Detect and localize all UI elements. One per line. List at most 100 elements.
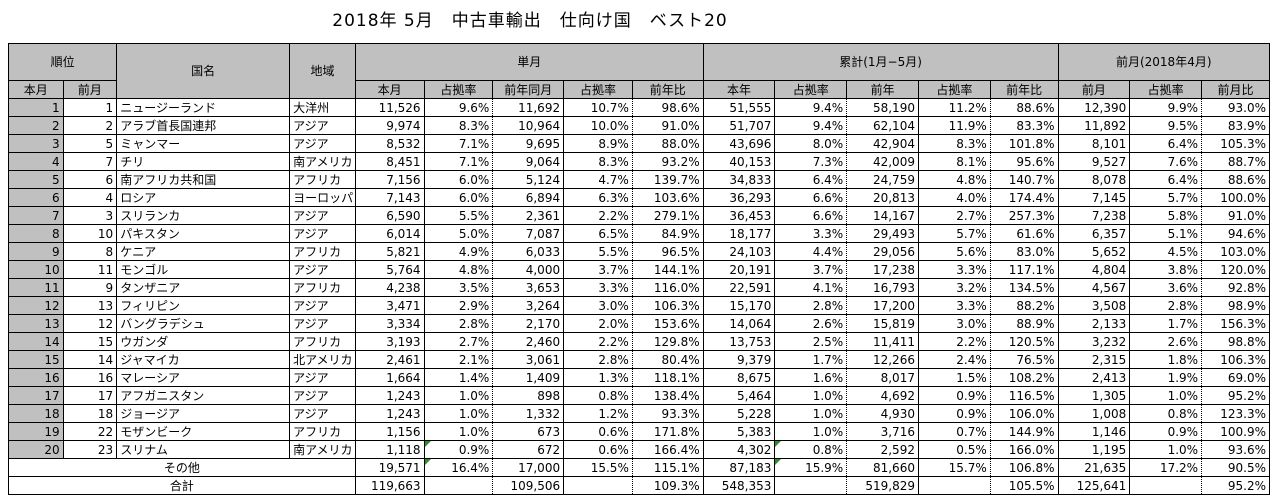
cumulative-last-year-share-header: 占拠率	[917, 80, 991, 99]
value-cell: 8,675	[702, 368, 776, 387]
region-cell: アジア	[289, 368, 356, 387]
value-cell: 166.0%	[989, 440, 1059, 459]
region-cell: アフリカ	[289, 242, 356, 261]
value-cell: 8.1%	[917, 152, 991, 171]
value-cell: 105.3%	[1201, 134, 1270, 153]
rank-previous-header: 前月	[62, 80, 118, 99]
rank-current-cell: 3	[8, 134, 64, 153]
value-cell: 2,315	[1057, 350, 1131, 369]
single-share-header: 占拠率	[423, 80, 494, 99]
cumulative-share-header: 占拠率	[774, 80, 848, 99]
value-cell: 4.7%	[563, 170, 633, 189]
value-cell: 123.3%	[1201, 404, 1270, 423]
value-cell: 80.4%	[631, 350, 704, 369]
single-last-year-header: 前年同月	[492, 80, 565, 99]
value-cell: 1,195	[1057, 440, 1131, 459]
value-cell: 108.2%	[989, 368, 1059, 387]
previous-month-header: 前月(2018年4月)	[1057, 43, 1270, 81]
country-cell: アフガニスタン	[116, 386, 291, 405]
table-row: 11 9 タンザニア アフリカ 4,238 3.5% 3,653 3.3% 116.0% 22,5…	[8, 278, 1270, 297]
rank-current-cell: 16	[8, 368, 64, 387]
export-ranking-table: 順位 国名 地域 単月 累計(1月−5月) 前月(2018年4月) 本月 前月 …	[7, 43, 1270, 495]
value-cell: 3.7%	[774, 260, 848, 279]
value-cell: 0.6%	[563, 440, 633, 459]
value-cell: 4,692	[846, 386, 919, 405]
region-cell: 南アメリカ	[289, 152, 356, 171]
rank-previous-cell: 13	[62, 296, 118, 315]
value-cell: 83.3%	[989, 116, 1059, 135]
value-cell: 7.3%	[774, 152, 848, 171]
value-cell: 5,652	[1057, 242, 1131, 261]
rank-current-cell: 19	[8, 422, 64, 441]
value-cell: 2.7%	[917, 206, 991, 225]
value-cell: 9.5%	[1129, 116, 1203, 135]
value-cell: 1.3%	[563, 368, 633, 387]
value-cell: 171.8%	[631, 422, 704, 441]
value-cell: 2.8%	[1129, 296, 1203, 315]
value-cell: 2.8%	[423, 314, 494, 333]
value-cell: 3,508	[1057, 296, 1131, 315]
value-cell: 5,821	[354, 242, 425, 261]
value-cell: 0.9%	[917, 386, 991, 405]
region-cell: アジア	[289, 404, 356, 423]
value-cell: 17,200	[846, 296, 919, 315]
rank-current-cell: 14	[8, 332, 64, 351]
value-cell: 36,293	[702, 188, 776, 207]
country-cell: スリナム	[116, 440, 291, 459]
table-row: 18 18 ジョージア アジア 1,243 1.0% 1,332 1.2% 93.3% 5,228…	[8, 404, 1270, 423]
value-cell: 672	[492, 440, 565, 459]
value-cell: 11,411	[846, 332, 919, 351]
rank-previous-cell: 9	[62, 278, 118, 297]
value-cell: 4.1%	[774, 278, 848, 297]
value-cell: 6,357	[1057, 224, 1131, 243]
value-cell: 8.9%	[563, 134, 633, 153]
value-cell: 673	[492, 422, 565, 441]
value-cell: 144.9%	[989, 422, 1059, 441]
value-cell: 2,461	[354, 350, 425, 369]
value-cell: 91.0%	[631, 116, 704, 135]
rank-previous-cell: 2	[62, 116, 118, 135]
rank-previous-cell: 16	[62, 368, 118, 387]
value-cell: 6.0%	[423, 170, 494, 189]
value-cell: 88.2%	[989, 296, 1059, 315]
table-row: 17 17 アフガニスタン アジア 1,243 1.0% 898 0.8% 138.4% 5,46…	[8, 386, 1270, 405]
value-cell: 91.0%	[1201, 206, 1270, 225]
value-cell: 257.3%	[989, 206, 1059, 225]
value-cell: 98.8%	[1201, 332, 1270, 351]
value-cell: 15,819	[846, 314, 919, 333]
value-cell: 1.2%	[563, 404, 633, 423]
value-cell: 3,232	[1057, 332, 1131, 351]
value-cell: 8,532	[354, 134, 425, 153]
value-cell: 156.3%	[1201, 314, 1270, 333]
value-cell: 153.6%	[631, 314, 704, 333]
rank-current-cell: 9	[8, 242, 64, 261]
value-cell: 3,471	[354, 296, 425, 315]
previous-share-header: 占拠率	[1129, 80, 1203, 99]
value-cell: 3.3%	[917, 260, 991, 279]
region-cell: アジア	[289, 314, 356, 333]
rank-current-cell: 15	[8, 350, 64, 369]
value-cell: 93.6%	[1201, 440, 1270, 459]
table-row: 1 1 ニュージーランド 大洋州 11,526 9.6% 11,692 10.7% 98.6% 5…	[8, 98, 1270, 117]
value-cell: 16.4%	[423, 458, 494, 477]
value-cell: 5.5%	[423, 206, 494, 225]
region-cell: アフリカ	[289, 170, 356, 189]
value-cell: 9,527	[1057, 152, 1131, 171]
rank-previous-cell: 22	[62, 422, 118, 441]
rank-previous-cell: 11	[62, 260, 118, 279]
value-cell: 3,716	[846, 422, 919, 441]
value-cell: 134.5%	[989, 278, 1059, 297]
region-cell: アフリカ	[289, 332, 356, 351]
value-cell: 6,590	[354, 206, 425, 225]
value-cell: 3.5%	[423, 278, 494, 297]
value-cell: 3.0%	[917, 314, 991, 333]
value-cell: 105.5%	[989, 476, 1059, 495]
value-cell: 1.6%	[774, 368, 848, 387]
rank-previous-cell: 18	[62, 404, 118, 423]
value-cell: 15,170	[702, 296, 776, 315]
value-cell: 81,660	[846, 458, 919, 477]
country-cell: ミャンマー	[116, 134, 291, 153]
value-cell: 13,753	[702, 332, 776, 351]
value-cell: 6.3%	[563, 188, 633, 207]
value-cell: 4,238	[354, 278, 425, 297]
